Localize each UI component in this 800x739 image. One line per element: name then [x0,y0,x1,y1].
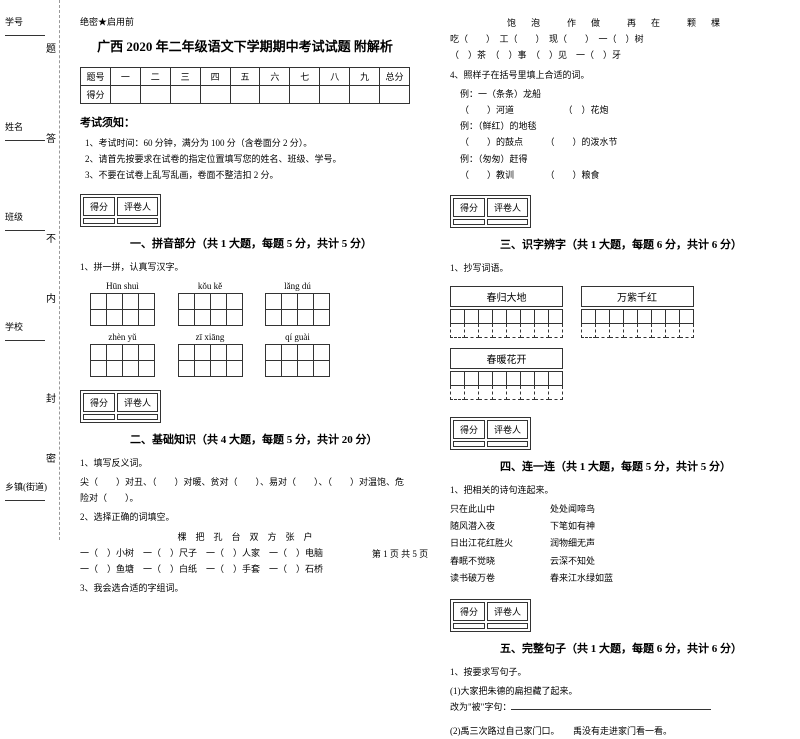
match-pair: 读书破万卷春来江水绿如蓝 [450,570,780,587]
question: 2、选择正确的词填空。 [80,509,410,525]
sentence: (1)大家把朱德的扁担藏了起来。 [450,683,780,699]
section-5-title: 五、完整句子（共 1 大题，每题 6 分，共计 6 分） [500,640,780,656]
seal-mark: 不 [46,230,56,245]
field-label: 班级 [5,212,23,222]
question: 1、填写反义词。 [80,455,410,471]
word-bank: 棵 把 孔 台 双 方 张 户 [80,529,410,545]
idiom-grid [450,371,563,400]
fill-text: 例：一（条条）龙船 （ ）河道 （ ）花炮 例：（鲜红）的地毯 （ ）的鼓点 （… [460,86,780,183]
notice-item: 1、考试时间：60 分钟，满分为 100 分（含卷面分 2 分）。 [85,135,410,151]
question: 1、按要求写句子。 [450,664,780,680]
score-box: 得分评卷人 [80,390,161,423]
field-label: 学号 [5,17,23,27]
secret-label: 绝密★启用前 [80,15,410,28]
idiom-label: 万紫千红 [581,286,694,307]
char-grid [90,293,155,326]
field-label: 姓名 [5,122,23,132]
seal-mark: 内 [46,290,56,305]
word-bank: 饱 泡 作 做 再 在 颗 棵 [450,15,780,31]
score-box: 得分评卷人 [450,599,531,632]
instruction: 改为"被"字句： [450,699,780,715]
match-pair: 只在此山中处处闻啼鸟 [450,501,780,518]
score-box: 得分评卷人 [80,194,161,227]
notice-item: 2、请首先按要求在试卷的指定位置填写您的姓名、班级、学号。 [85,151,410,167]
score-summary-table: 题号一二三四五六七八九总分 得分 [80,67,410,104]
left-column: 绝密★启用前 广西 2020 年二年级语文下学期期中考试试题 附解析 题号一二三… [60,0,430,540]
seal-mark: 封 [46,390,56,405]
sentence: (2)禹三次路过自己家门口。 禹没有走进家门看一看。 [450,723,780,739]
idiom-label: 春暖花开 [450,348,563,369]
idiom-label: 春归大地 [450,286,563,307]
seal-mark: 答 [46,130,56,145]
char-grid [265,293,330,326]
question: 1、拼一拼，认真写汉字。 [80,259,410,275]
exam-title: 广西 2020 年二年级语文下学期期中考试试题 附解析 [80,36,410,55]
question: 3、我会选合适的字组词。 [80,580,410,596]
char-grid [265,344,330,377]
char-grid [90,344,155,377]
score-box: 得分评卷人 [450,417,531,450]
notice-title: 考试须知： [80,114,410,130]
page-footer: 第 1 页 共 5 页 [0,547,800,560]
question: 1、把相关的诗句连起来。 [450,482,780,498]
match-pair: 随风潜入夜下笔如有神 [450,518,780,535]
field-label: 乡镇(街道) [5,482,47,492]
right-column: 饱 泡 作 做 再 在 颗 棵 吃（ ） 工（ ） 现（ ） 一（ ）树 （ ）… [430,0,800,540]
idiom-grid [450,309,563,338]
fill-text: 尖（ ）对丑、（ ）对暖、贫对（ ）、易对（ ）、（ ）对温饱、危 险对（ ）。 [80,474,410,506]
section-4-title: 四、连一连（共 1 大题，每题 5 分，共计 5 分） [500,458,780,474]
section-2-title: 二、基础知识（共 4 大题，每题 5 分，共计 20 分） [130,431,410,447]
field-label: 学校 [5,322,23,332]
seal-mark: 密 [46,450,56,465]
char-grid [178,344,243,377]
idiom-grid [581,309,694,338]
question: 1、抄写词语。 [450,260,780,276]
score-box: 得分评卷人 [450,195,531,228]
binding-margin: 学号 姓名 班级 学校 乡镇(街道) 题 答 不 内 封 密 [0,0,60,540]
fill-text: 吃（ ） 工（ ） 现（ ） 一（ ）树 （ ）茶 （ ）事 （ ）见 一（ ）… [450,31,780,63]
notice-item: 3、不要在试卷上乱写乱画，卷面不整洁扣 2 分。 [85,167,410,183]
section-1-title: 一、拼音部分（共 1 大题，每题 5 分，共计 5 分） [130,235,410,251]
question: 4、照样子在括号里填上合适的词。 [450,67,780,83]
char-grid [178,293,243,326]
section-3-title: 三、识字辨字（共 1 大题，每题 6 分，共计 6 分） [500,236,780,252]
seal-mark: 题 [46,40,56,55]
